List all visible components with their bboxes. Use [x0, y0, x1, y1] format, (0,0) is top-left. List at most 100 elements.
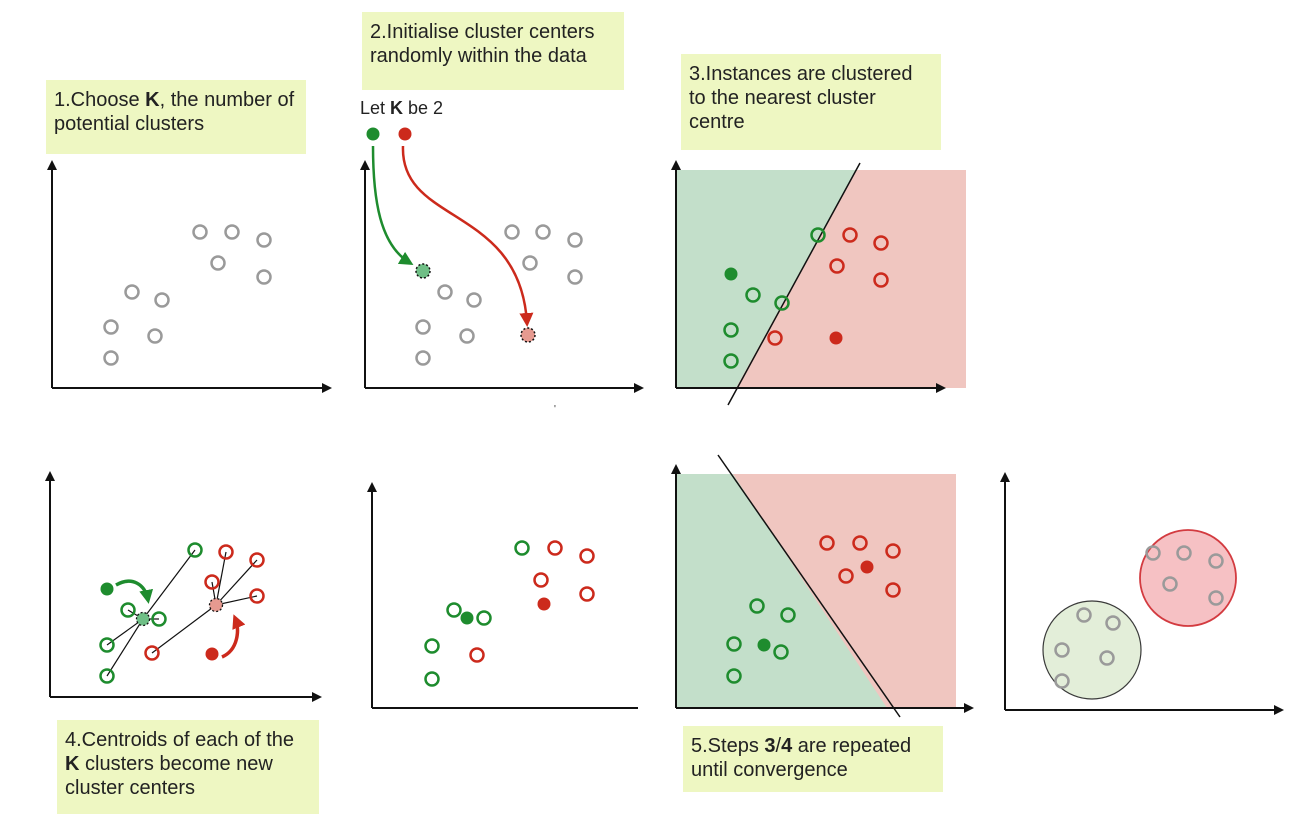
- red-center: [537, 597, 551, 611]
- grey-data-point: [103, 350, 119, 366]
- assignment-line: [215, 551, 227, 606]
- step-5-text-pre: 5.Steps: [691, 735, 765, 757]
- green-data-point: [514, 540, 530, 556]
- green-center: [460, 611, 474, 625]
- grey-data-point: [1054, 673, 1070, 689]
- red-center: [829, 331, 843, 345]
- green-cluster-region: [1042, 600, 1142, 700]
- let-k-post: be 2: [403, 98, 444, 118]
- let-k-bold: K: [390, 98, 404, 118]
- red-data-point: [873, 235, 889, 251]
- let-k-pre: Let: [360, 98, 391, 118]
- green-center: [724, 267, 738, 281]
- red-cluster-region: [1139, 529, 1237, 627]
- tick-mark: ': [554, 404, 556, 415]
- red-data-point: [829, 258, 845, 274]
- red-move-arrow: [221, 614, 246, 659]
- green-data-point: [745, 287, 761, 303]
- new-green-centroid: [135, 611, 151, 627]
- red-data-point: [579, 548, 595, 564]
- red-region: [736, 170, 966, 388]
- step-1-text-pre: 1.Choose: [54, 89, 146, 111]
- step-3-text: 3.Instances are clustered to the nearest…: [689, 63, 913, 133]
- decision-boundary: [717, 454, 901, 718]
- red-data-point: [249, 588, 265, 604]
- new-red-centroid: [208, 597, 224, 613]
- green-init-arrow: [371, 145, 414, 266]
- decision-boundary: [727, 162, 861, 406]
- red-initial-center: [520, 327, 536, 343]
- green-move-arrow: [115, 579, 154, 604]
- green-data-point: [726, 636, 742, 652]
- step-2-callout: 2.Initialise cluster centers randomly wi…: [362, 12, 624, 90]
- red-data-point: [469, 647, 485, 663]
- grey-data-point: [504, 224, 520, 240]
- green-center-legend-dot: [366, 127, 380, 141]
- green-data-point: [773, 644, 789, 660]
- red-region: [733, 474, 956, 708]
- panel-6-repeat: [671, 454, 974, 718]
- step-1-text-post: , the number of potential clusters: [54, 89, 295, 135]
- grey-data-point: [256, 232, 272, 248]
- grey-data-point: [437, 284, 453, 300]
- red-data-point: [838, 568, 854, 584]
- grey-data-point: [224, 224, 240, 240]
- panel-4-update-centroids: [45, 471, 322, 702]
- grey-data-point: [124, 284, 140, 300]
- grey-data-point: [1076, 607, 1092, 623]
- red-center: [860, 560, 874, 574]
- grey-data-point: [1162, 576, 1178, 592]
- green-data-point: [151, 611, 167, 627]
- step-3-callout: 3.Instances are clustered to the nearest…: [681, 54, 941, 150]
- green-center: [757, 638, 771, 652]
- grey-data-point: [466, 292, 482, 308]
- grey-data-point: [192, 224, 208, 240]
- grey-data-point: [567, 232, 583, 248]
- grey-data-point: [567, 269, 583, 285]
- panel-3-assign-clusters: [671, 160, 966, 406]
- red-init-arrow: [401, 145, 534, 327]
- green-data-point: [424, 671, 440, 687]
- green-data-point: [120, 602, 136, 618]
- red-data-point: [144, 645, 160, 661]
- grey-data-point: [415, 350, 431, 366]
- step-2-text: 2.Initialise cluster centers randomly wi…: [370, 21, 595, 67]
- grey-data-point: [535, 224, 551, 240]
- step-4-k: K: [65, 753, 80, 775]
- step-5-bold-4: 4: [781, 735, 793, 757]
- red-data-point: [885, 582, 901, 598]
- grey-data-point: [154, 292, 170, 308]
- step-5-callout: 5.Steps 3/4 are repeated until convergen…: [683, 726, 943, 792]
- green-data-point: [723, 353, 739, 369]
- green-data-point: [810, 227, 826, 243]
- green-data-point: [446, 602, 462, 618]
- green-data-point: [749, 598, 765, 614]
- grey-data-point: [1105, 615, 1121, 631]
- red-data-point: [885, 543, 901, 559]
- red-data-point: [819, 535, 835, 551]
- step-1-callout: 1.Choose K, the number of potential clus…: [46, 80, 306, 154]
- red-data-point: [767, 330, 783, 346]
- grey-data-point: [415, 319, 431, 335]
- green-data-point: [424, 638, 440, 654]
- grey-data-point: [522, 255, 538, 271]
- grey-data-point: [1208, 590, 1224, 606]
- panel-7-converged: [1000, 472, 1284, 715]
- grey-data-point: [459, 328, 475, 344]
- red-data-point: [533, 572, 549, 588]
- step-1-k: K: [145, 89, 160, 111]
- old-green-center: [100, 582, 114, 596]
- step-5-slash: /: [775, 735, 782, 757]
- panel-2-initialise-centers: ': [360, 127, 644, 415]
- red-data-point: [249, 552, 265, 568]
- old-red-center: [205, 647, 219, 661]
- assignment-line: [142, 549, 196, 620]
- step-4-text-post: clusters become new cluster centers: [65, 753, 273, 799]
- grey-data-point: [147, 328, 163, 344]
- green-data-point: [723, 322, 739, 338]
- assignment-line: [106, 618, 144, 677]
- green-data-point: [780, 607, 796, 623]
- panel-1-choose-k: [47, 160, 332, 393]
- red-data-point: [579, 586, 595, 602]
- red-data-point: [547, 540, 563, 556]
